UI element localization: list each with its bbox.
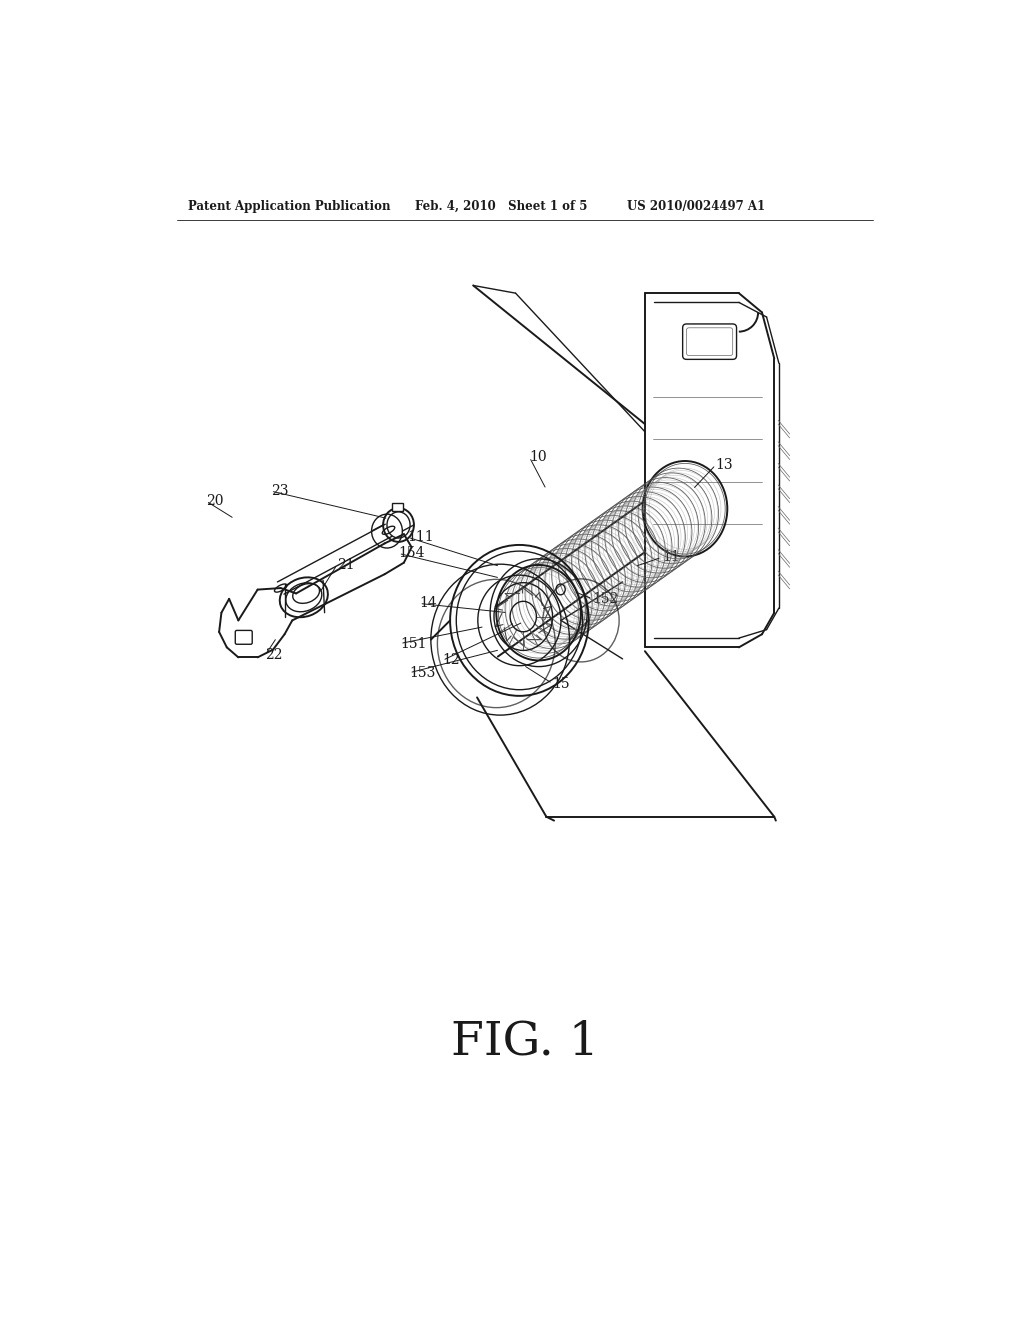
- Text: Feb. 4, 2010   Sheet 1 of 5: Feb. 4, 2010 Sheet 1 of 5: [416, 199, 588, 213]
- FancyBboxPatch shape: [236, 631, 252, 644]
- Text: 152: 152: [593, 591, 618, 606]
- Text: 14: 14: [419, 597, 437, 610]
- Text: Patent Application Publication: Patent Application Publication: [188, 199, 391, 213]
- Text: 22: 22: [265, 648, 283, 663]
- Text: 154: 154: [398, 546, 425, 561]
- FancyBboxPatch shape: [683, 323, 736, 359]
- Text: FIG. 1: FIG. 1: [451, 1020, 599, 1065]
- Text: 20: 20: [206, 494, 223, 508]
- FancyBboxPatch shape: [392, 503, 403, 511]
- Text: 10: 10: [529, 450, 547, 465]
- Text: US 2010/0024497 A1: US 2010/0024497 A1: [628, 199, 765, 213]
- Text: 23: 23: [270, 484, 288, 498]
- Text: 13: 13: [716, 458, 733, 471]
- Text: 111: 111: [408, 531, 434, 544]
- Text: 15: 15: [553, 677, 570, 690]
- Text: 11: 11: [662, 550, 680, 564]
- Text: 12: 12: [442, 653, 460, 668]
- Text: 21: 21: [337, 558, 354, 572]
- Text: 153: 153: [410, 665, 435, 680]
- Text: 151: 151: [400, 636, 427, 651]
- FancyBboxPatch shape: [686, 327, 733, 355]
